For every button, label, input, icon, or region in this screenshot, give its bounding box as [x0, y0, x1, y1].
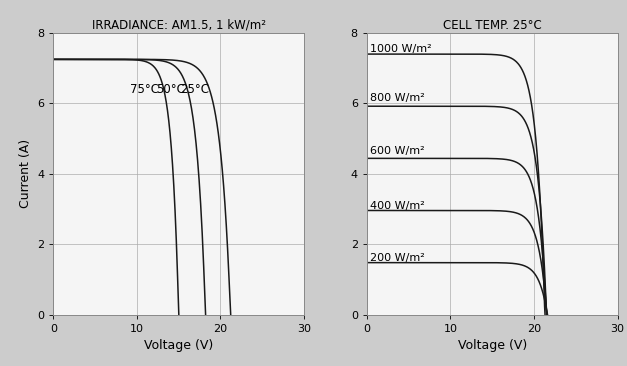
Text: 400 W/m²: 400 W/m²: [370, 201, 425, 210]
Text: 200 W/m²: 200 W/m²: [370, 253, 425, 264]
Y-axis label: Current (A): Current (A): [19, 139, 31, 208]
Title: CELL TEMP. 25°C: CELL TEMP. 25°C: [443, 19, 542, 32]
Text: 600 W/m²: 600 W/m²: [370, 146, 424, 156]
Text: 50°C: 50°C: [156, 83, 185, 96]
Title: IRRADIANCE: AM1.5, 1 kW/m²: IRRADIANCE: AM1.5, 1 kW/m²: [92, 19, 266, 32]
Text: 1000 W/m²: 1000 W/m²: [370, 44, 432, 54]
Text: 75°C: 75°C: [130, 83, 159, 96]
Text: 25°C: 25°C: [181, 83, 209, 96]
Text: 800 W/m²: 800 W/m²: [370, 93, 425, 103]
X-axis label: Voltage (V): Voltage (V): [144, 339, 213, 352]
X-axis label: Voltage (V): Voltage (V): [458, 339, 527, 352]
